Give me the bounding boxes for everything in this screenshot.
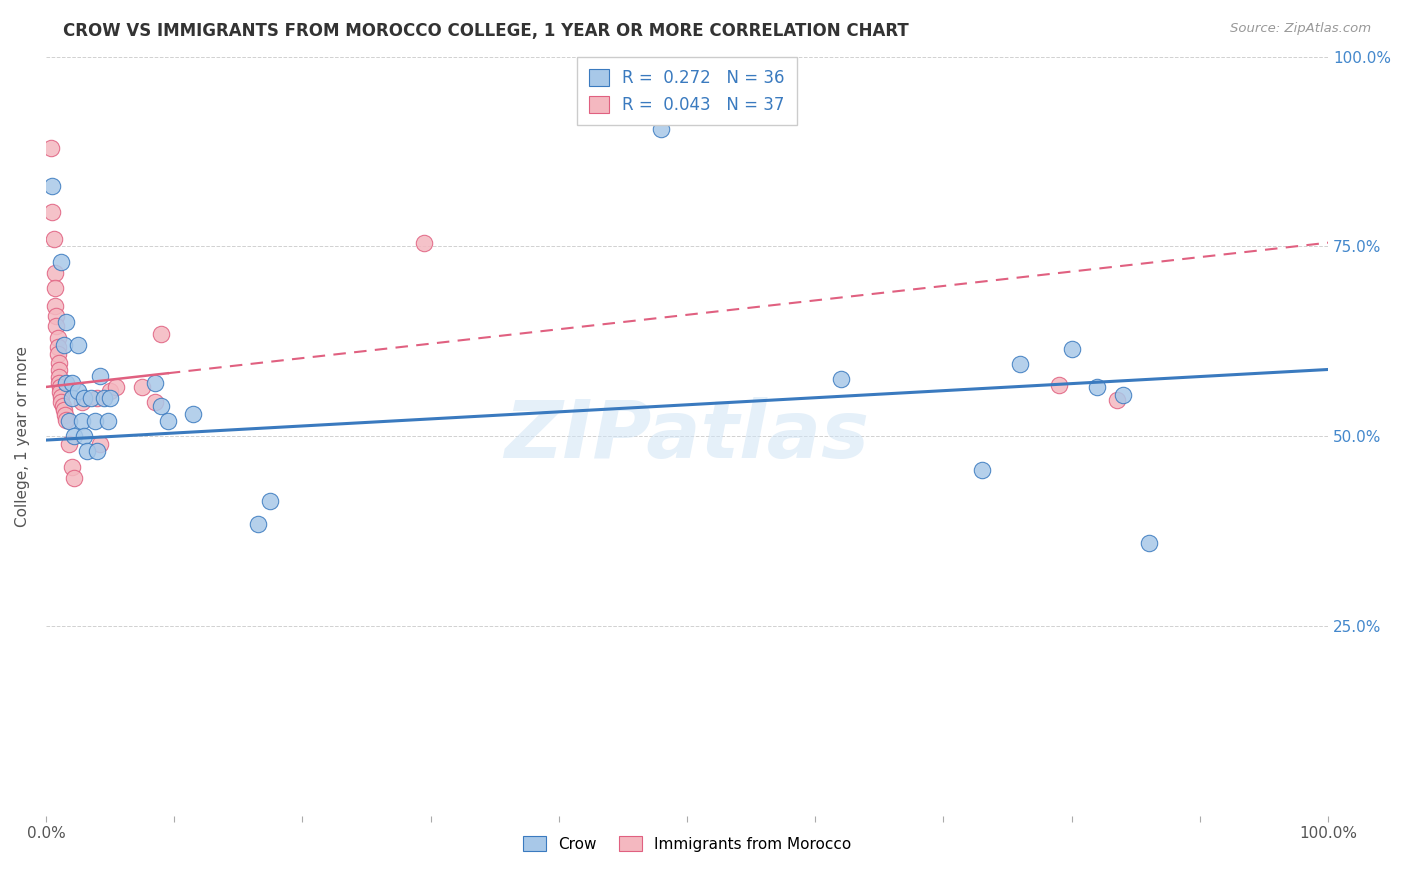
Point xyxy=(1112,387,1135,401)
Y-axis label: College, 1 year or more: College, 1 year or more xyxy=(15,346,30,527)
Point xyxy=(183,407,205,421)
Point xyxy=(96,414,118,428)
Point xyxy=(150,326,173,341)
Point xyxy=(44,266,66,280)
Point xyxy=(63,429,86,443)
Point xyxy=(93,392,115,406)
Point xyxy=(45,319,67,334)
Point xyxy=(1085,380,1108,394)
Point xyxy=(55,412,77,426)
Point xyxy=(1105,392,1128,407)
Point xyxy=(51,395,73,409)
Point xyxy=(60,392,83,406)
Point xyxy=(89,437,111,451)
Point xyxy=(1047,377,1070,392)
Point xyxy=(66,338,89,352)
Point xyxy=(53,408,76,422)
Point xyxy=(86,444,108,458)
Point xyxy=(55,315,77,329)
Point xyxy=(48,356,70,370)
Text: CROW VS IMMIGRANTS FROM MOROCCO COLLEGE, 1 YEAR OR MORE CORRELATION CHART: CROW VS IMMIGRANTS FROM MOROCCO COLLEGE,… xyxy=(63,22,910,40)
Point xyxy=(98,384,121,398)
Point xyxy=(49,380,72,394)
Point xyxy=(970,463,993,477)
Text: Source: ZipAtlas.com: Source: ZipAtlas.com xyxy=(1230,22,1371,36)
Point xyxy=(51,390,73,404)
Point xyxy=(51,254,73,268)
Point xyxy=(49,385,72,400)
Point xyxy=(48,363,70,377)
Point xyxy=(83,414,105,428)
Point xyxy=(70,395,93,409)
Point xyxy=(46,340,69,354)
Point xyxy=(52,402,75,417)
Point xyxy=(41,205,63,219)
Text: ZIPatlas: ZIPatlas xyxy=(505,397,869,475)
Point xyxy=(131,380,153,394)
Point xyxy=(150,399,173,413)
Point xyxy=(80,392,103,406)
Point xyxy=(60,376,83,391)
Point xyxy=(55,376,77,391)
Point xyxy=(830,372,852,386)
Point xyxy=(650,121,672,136)
Point xyxy=(76,444,98,458)
Point xyxy=(66,384,89,398)
Point xyxy=(44,281,66,295)
Point xyxy=(86,392,108,406)
Point xyxy=(39,141,62,155)
Point xyxy=(156,414,179,428)
Point xyxy=(46,347,69,361)
Point xyxy=(63,471,86,485)
Point xyxy=(58,437,80,451)
Point xyxy=(143,395,166,409)
Point xyxy=(60,459,83,474)
Point xyxy=(52,399,75,413)
Point xyxy=(42,232,65,246)
Point xyxy=(89,368,111,383)
Point xyxy=(44,299,66,313)
Point xyxy=(98,392,121,406)
Point xyxy=(52,338,75,352)
Point xyxy=(246,516,269,531)
Point xyxy=(45,310,67,324)
Point xyxy=(1010,357,1032,371)
Point xyxy=(48,376,70,391)
Point xyxy=(46,330,69,344)
Point xyxy=(1137,535,1160,549)
Point xyxy=(70,414,93,428)
Point xyxy=(105,380,128,394)
Point xyxy=(58,414,80,428)
Point xyxy=(48,370,70,384)
Point xyxy=(1060,342,1083,356)
Point xyxy=(73,429,96,443)
Point xyxy=(259,493,281,508)
Point xyxy=(41,178,63,193)
Point xyxy=(413,235,436,250)
Point xyxy=(143,376,166,391)
Point xyxy=(73,392,96,406)
Legend: R =  0.272   N = 36, R =  0.043   N = 37: R = 0.272 N = 36, R = 0.043 N = 37 xyxy=(578,57,797,126)
